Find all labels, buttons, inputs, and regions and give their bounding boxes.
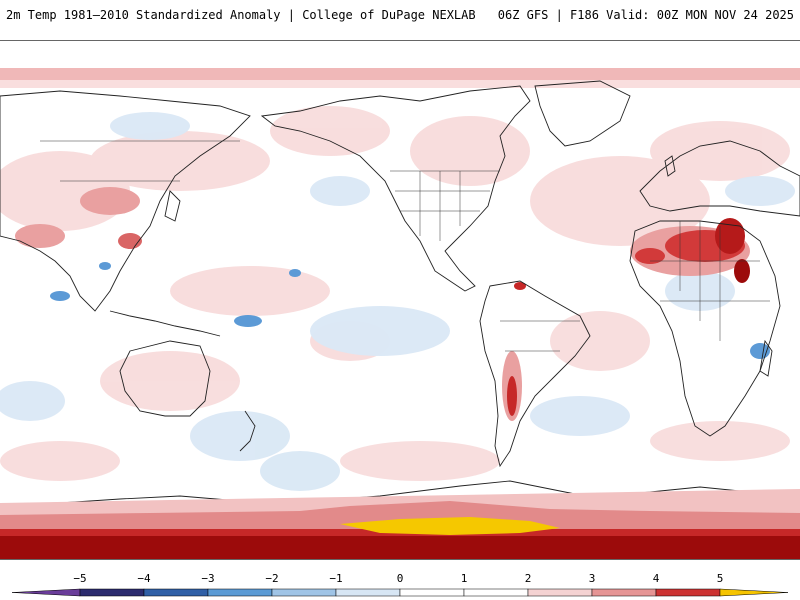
model-valid-time: 06Z GFS | F186 Valid: 00Z MON NOV 24 202… bbox=[497, 8, 794, 22]
indonesia-outline bbox=[109, 310, 221, 337]
europe-outline bbox=[639, 140, 800, 217]
colorbar-segment bbox=[207, 588, 273, 597]
map-title: 2m Temp 1981–2010 Standardized Anomaly |… bbox=[6, 8, 476, 22]
colorbar-tick-label: 4 bbox=[653, 572, 660, 585]
colorbar-segment bbox=[143, 588, 209, 597]
continent-outlines bbox=[0, 80, 800, 512]
colorbar-tick-label: 2 bbox=[525, 572, 532, 585]
colorbar-tick-label: 0 bbox=[397, 572, 404, 585]
colorbar-segment bbox=[655, 588, 721, 597]
colorbar-high-end bbox=[719, 588, 789, 597]
greenland-outline bbox=[534, 80, 631, 147]
colorbar-segment bbox=[79, 588, 145, 597]
japan-outline bbox=[164, 190, 181, 222]
australia-outline bbox=[119, 340, 211, 417]
colorbar-tick-label: 5 bbox=[717, 572, 724, 585]
asia-warm-anomaly bbox=[15, 187, 142, 249]
asia-outline bbox=[0, 90, 251, 312]
south-america-outline bbox=[479, 280, 591, 468]
colorbar-canvas: −5 −4 −3 −2 −1 0 1 2 3 4 5 bbox=[11, 572, 789, 597]
arctic-anomaly-band bbox=[0, 68, 800, 80]
antarctic-warm-anomaly bbox=[0, 489, 800, 559]
colorbar-segment bbox=[527, 588, 593, 597]
colorbar-segment bbox=[591, 588, 657, 597]
colorbar-tick-label: −2 bbox=[265, 572, 278, 585]
colorbar-segment bbox=[463, 588, 529, 597]
new-zealand-outline bbox=[239, 410, 256, 452]
africa-outline bbox=[629, 220, 781, 437]
north-america-outline bbox=[260, 85, 531, 292]
map-header: 2m Temp 1981–2010 Standardized Anomaly |… bbox=[0, 0, 800, 30]
colorbar-tick-label: −5 bbox=[73, 572, 86, 585]
colorbar-tick-label: −4 bbox=[137, 572, 151, 585]
arctic-anomaly-band-light bbox=[0, 80, 800, 88]
south-america-warm-anomaly bbox=[502, 282, 526, 421]
anomaly-map-canvas bbox=[0, 68, 800, 559]
colorbar-tick-label: 1 bbox=[461, 572, 468, 585]
colorbar-segment bbox=[335, 588, 401, 597]
colorbar-tick-label: 3 bbox=[589, 572, 596, 585]
colorbar-tick-label: −1 bbox=[329, 572, 342, 585]
warm-anomaly-patches bbox=[0, 106, 790, 481]
strong-cold-spots bbox=[50, 262, 770, 359]
colorbar-segment bbox=[271, 588, 337, 597]
madagascar-outline bbox=[759, 339, 773, 377]
colorbar: −5 −4 −3 −2 −1 0 1 2 3 4 5 bbox=[0, 566, 800, 600]
colorbar-segment bbox=[399, 588, 465, 597]
antarctica-outline bbox=[0, 480, 800, 512]
anomaly-map bbox=[0, 40, 800, 560]
colorbar-tick-label: −3 bbox=[201, 572, 214, 585]
uk-outline bbox=[664, 155, 676, 177]
political-borders bbox=[40, 140, 770, 352]
colorbar-low-end bbox=[11, 588, 81, 597]
